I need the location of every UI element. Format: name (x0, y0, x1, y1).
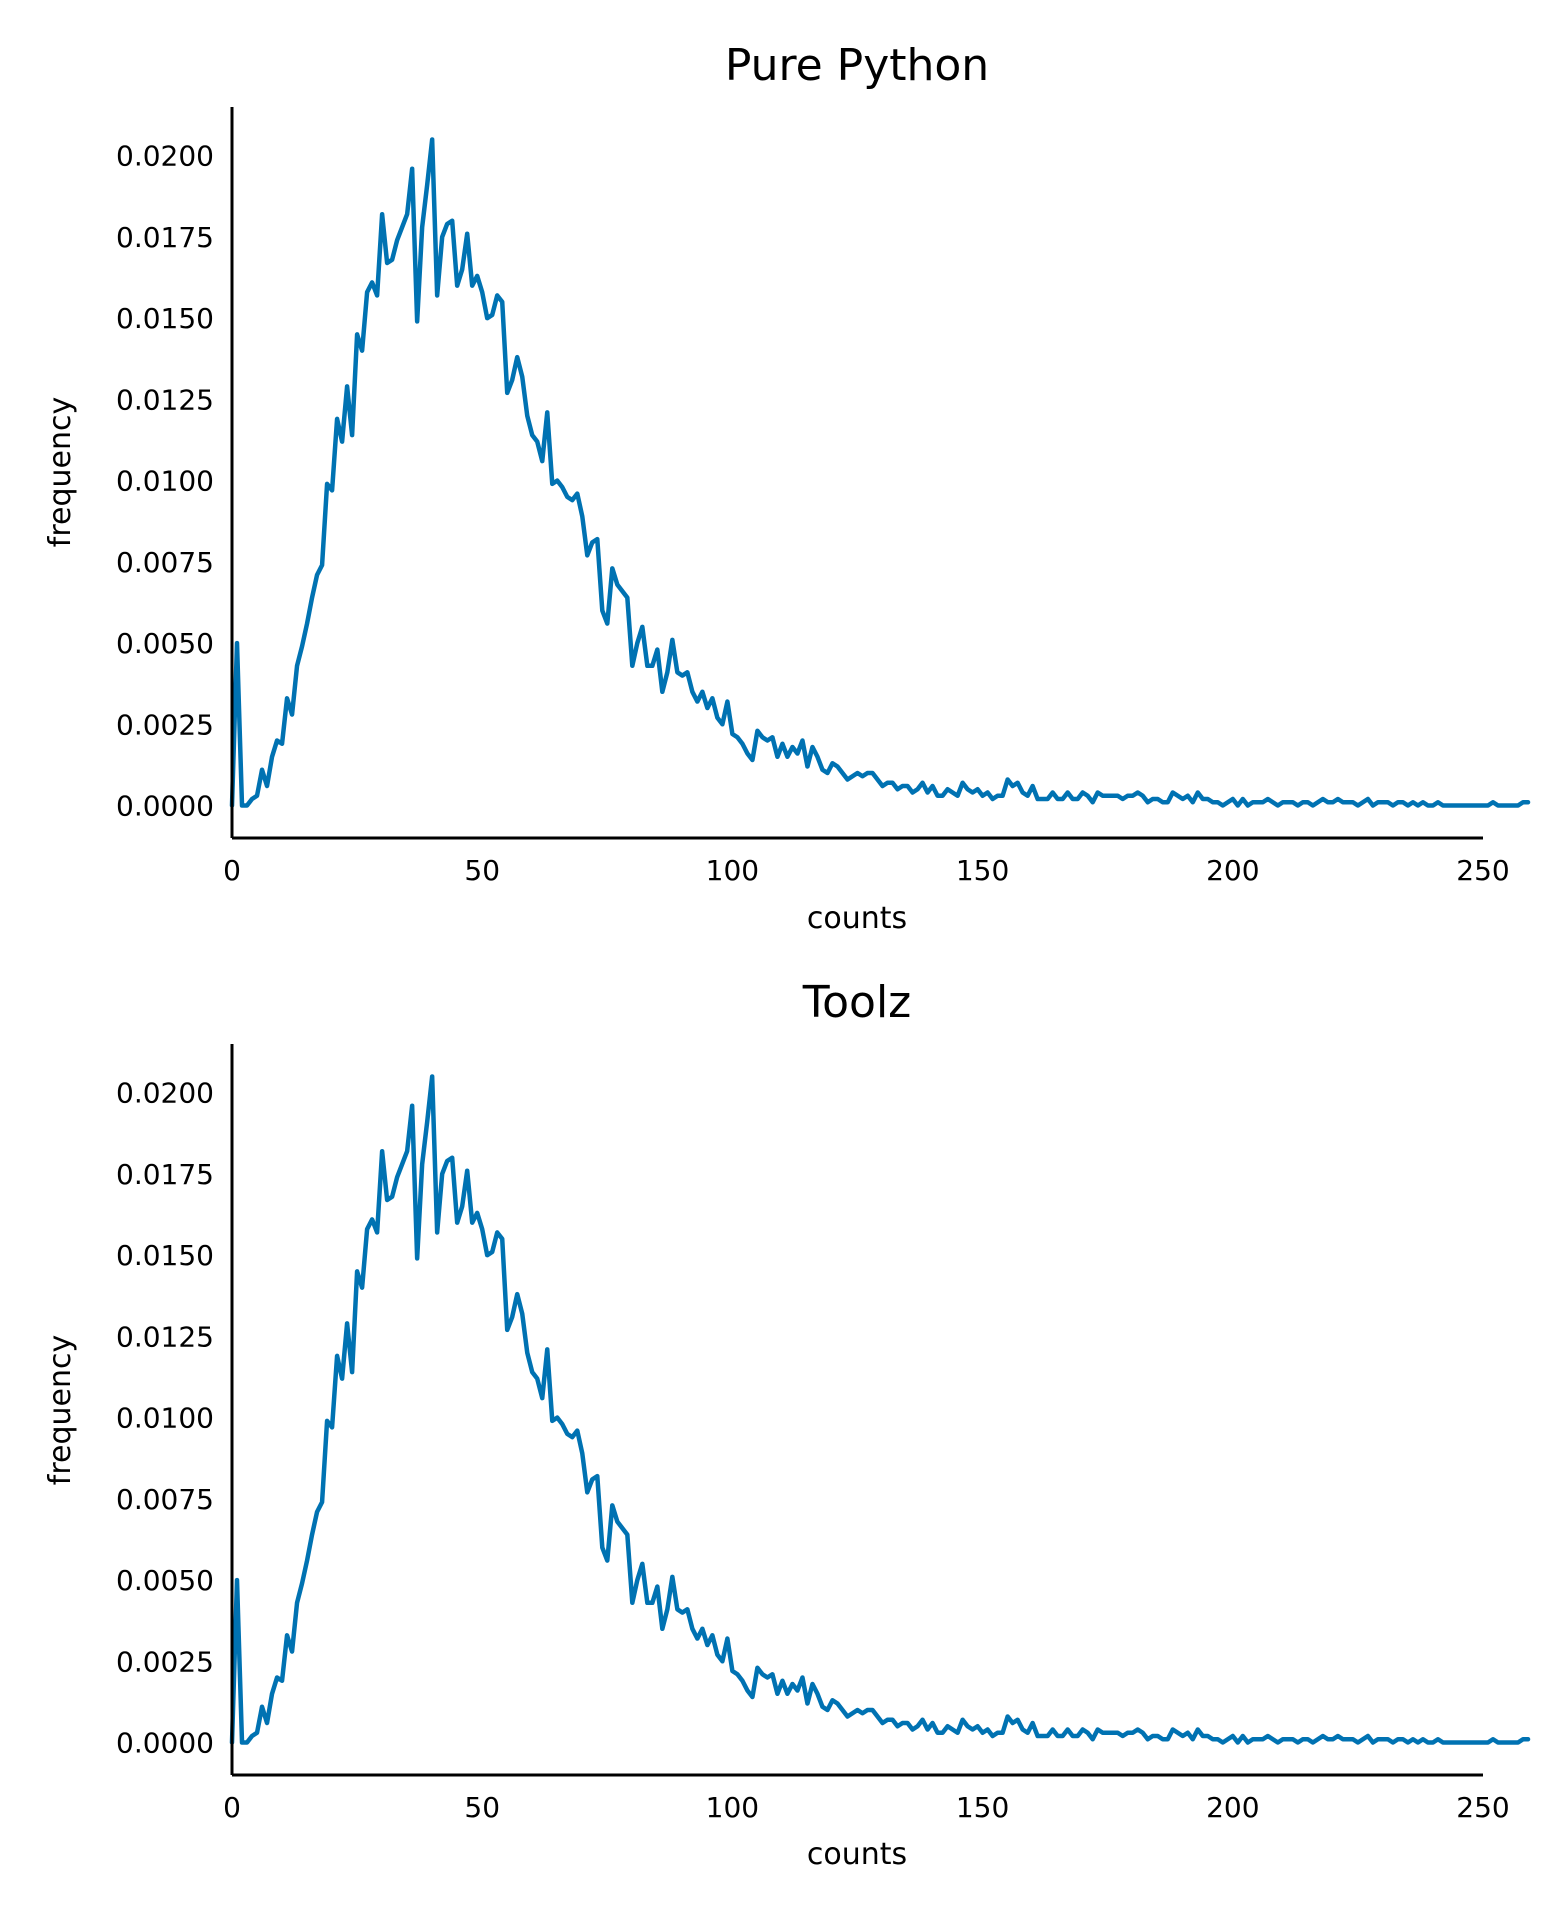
y-tick-label: 0.0075 (116, 546, 214, 579)
y-tick-label: 0.0000 (116, 1727, 214, 1760)
y-tick-label: 0.0125 (116, 383, 214, 416)
y-tick-labels: 0.0000 0.0025 0.0050 0.0075 0.0100 0.0125 0.01… (116, 140, 214, 823)
data-line (229, 1074, 1531, 1745)
data-line (229, 137, 1531, 808)
x-axis-label: counts (807, 901, 907, 936)
x-tick-label: 250 (1456, 1791, 1509, 1824)
chart-pure-python: Pure Python 0.0000 0.0025 0.0050 0.0075 0.01… (43, 40, 1531, 936)
chart-title: Toolz (802, 977, 912, 1028)
x-tick-label: 0 (223, 1791, 241, 1824)
y-axis-label: frequency (43, 397, 78, 547)
y-tick-label: 0.0100 (116, 465, 214, 498)
y-tick-label: 0.0000 (116, 790, 214, 823)
y-tick-label: 0.0050 (116, 627, 214, 660)
chart-title: Pure Python (725, 40, 989, 91)
x-axis-label: counts (807, 1837, 907, 1872)
x-tick-labels: 0 50 100 150 200 250 (223, 1791, 1510, 1824)
y-tick-label: 0.0150 (116, 302, 214, 335)
x-tick-label: 200 (1206, 1791, 1259, 1824)
y-tick-label: 0.0125 (116, 1320, 214, 1353)
y-tick-label: 0.0175 (116, 221, 214, 254)
x-tick-label: 0 (223, 854, 241, 887)
y-tick-label: 0.0200 (116, 1077, 214, 1110)
y-tick-label: 0.0050 (116, 1564, 214, 1597)
y-tick-label: 0.0025 (116, 1645, 214, 1678)
y-tick-label: 0.0100 (116, 1402, 214, 1435)
y-tick-label: 0.0150 (116, 1239, 214, 1272)
y-axis-label: frequency (43, 1335, 78, 1485)
chart-toolz: Toolz 0.0000 0.0025 0.0050 0.0075 0.0100 0.01… (43, 977, 1531, 1872)
x-tick-label: 150 (956, 854, 1009, 887)
y-tick-label: 0.0075 (116, 1483, 214, 1516)
y-tick-label: 0.0175 (116, 1158, 214, 1191)
x-tick-label: 200 (1206, 854, 1259, 887)
x-tick-label: 250 (1456, 854, 1509, 887)
y-tick-label: 0.0200 (116, 140, 214, 173)
x-tick-label: 50 (464, 854, 500, 887)
y-tick-label: 0.0025 (116, 708, 214, 741)
x-tick-labels: 0 50 100 150 200 250 (223, 854, 1510, 887)
x-tick-label: 150 (956, 1791, 1009, 1824)
x-tick-label: 50 (464, 1791, 500, 1824)
x-tick-label: 100 (706, 1791, 759, 1824)
x-tick-label: 100 (706, 854, 759, 887)
y-tick-labels: 0.0000 0.0025 0.0050 0.0075 0.0100 0.0125 0.01… (116, 1077, 214, 1760)
